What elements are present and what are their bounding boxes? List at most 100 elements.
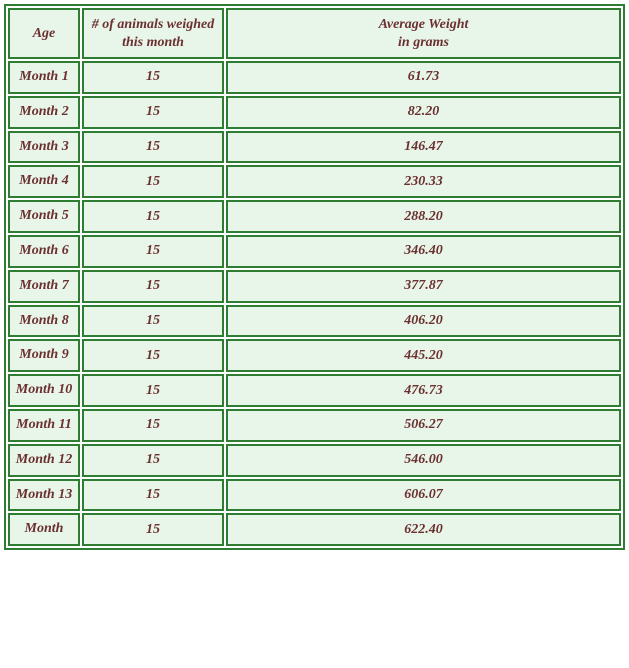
table-row: Month 3 15 146.47 [8, 131, 621, 164]
cell-weight: 606.07 [226, 479, 621, 512]
cell-weight: 61.73 [226, 61, 621, 94]
cell-weight: 476.73 [226, 374, 621, 407]
cell-weight: 377.87 [226, 270, 621, 303]
cell-age: Month 13 [8, 479, 80, 512]
table-row: Month 13 15 606.07 [8, 479, 621, 512]
cell-weight: 346.40 [226, 235, 621, 268]
table-row: Month 10 15 476.73 [8, 374, 621, 407]
cell-age-value: Month 1 [19, 69, 68, 84]
cell-weight: 82.20 [226, 96, 621, 129]
cell-count-value: 15 [146, 278, 160, 293]
table-row: Month 9 15 445.20 [8, 339, 621, 372]
cell-count-value: 15 [146, 383, 160, 398]
cell-weight-value: 288.20 [404, 209, 443, 224]
cell-weight-value: 346.40 [404, 243, 443, 258]
cell-age: Month 3 [8, 131, 80, 164]
cell-weight: 546.00 [226, 444, 621, 477]
table-row: Month 12 15 546.00 [8, 444, 621, 477]
cell-count-value: 15 [146, 417, 160, 432]
cell-count: 15 [82, 165, 224, 198]
cell-weight-value: 476.73 [404, 383, 443, 398]
cell-count-value: 15 [146, 452, 160, 467]
table-body: Month 1 15 61.73 Month 2 15 82.20 Month 3 15 146… [8, 61, 621, 546]
cell-weight: 406.20 [226, 305, 621, 338]
cell-weight-value: 230.33 [404, 174, 443, 189]
cell-weight-value: 82.20 [408, 104, 440, 119]
cell-age-value: Month 9 [19, 347, 68, 362]
cell-count: 15 [82, 270, 224, 303]
cell-age-value: Month [25, 521, 64, 536]
cell-count-value: 15 [146, 104, 160, 119]
cell-age-value: Month 10 [16, 382, 72, 397]
cell-age-value: Month 4 [19, 173, 68, 188]
cell-count: 15 [82, 513, 224, 546]
cell-count: 15 [82, 444, 224, 477]
cell-count-value: 15 [146, 69, 160, 84]
cell-age: Month 2 [8, 96, 80, 129]
cell-weight: 622.40 [226, 513, 621, 546]
table-row: Month 6 15 346.40 [8, 235, 621, 268]
cell-age-value: Month 8 [19, 313, 68, 328]
cell-age-value: Month 12 [16, 452, 72, 467]
header-count-label: # of animals weighed this month [92, 17, 215, 50]
cell-age-value: Month 6 [19, 243, 68, 258]
cell-age-value: Month 5 [19, 208, 68, 223]
weight-table: Age # of animals weighed this month Aver… [4, 4, 625, 550]
cell-age: Month [8, 513, 80, 546]
cell-count-value: 15 [146, 487, 160, 502]
cell-age-value: Month 3 [19, 139, 68, 154]
cell-count-value: 15 [146, 209, 160, 224]
cell-weight-value: 146.47 [404, 139, 443, 154]
header-row: Age # of animals weighed this month Aver… [8, 8, 621, 59]
table-row: Month 5 15 288.20 [8, 200, 621, 233]
cell-weight: 445.20 [226, 339, 621, 372]
cell-age: Month 5 [8, 200, 80, 233]
header-age-label: Age [33, 26, 56, 41]
cell-count-value: 15 [146, 174, 160, 189]
cell-age: Month 9 [8, 339, 80, 372]
cell-count: 15 [82, 305, 224, 338]
cell-count-value: 15 [146, 522, 160, 537]
table-row: Month 15 622.40 [8, 513, 621, 546]
cell-weight: 230.33 [226, 165, 621, 198]
cell-weight: 146.47 [226, 131, 621, 164]
cell-count: 15 [82, 409, 224, 442]
cell-count-value: 15 [146, 313, 160, 328]
cell-weight-value: 506.27 [404, 417, 443, 432]
cell-weight-value: 622.40 [404, 522, 443, 537]
table-row: Month 7 15 377.87 [8, 270, 621, 303]
header-age: Age [8, 8, 80, 59]
cell-weight: 288.20 [226, 200, 621, 233]
cell-count: 15 [82, 96, 224, 129]
table-row: Month 11 15 506.27 [8, 409, 621, 442]
cell-count: 15 [82, 61, 224, 94]
cell-count: 15 [82, 339, 224, 372]
cell-weight: 506.27 [226, 409, 621, 442]
cell-age-value: Month 2 [19, 104, 68, 119]
table-row: Month 4 15 230.33 [8, 165, 621, 198]
table-row: Month 1 15 61.73 [8, 61, 621, 94]
cell-weight-value: 406.20 [404, 313, 443, 328]
cell-count: 15 [82, 200, 224, 233]
cell-age: Month 6 [8, 235, 80, 268]
cell-age: Month 1 [8, 61, 80, 94]
cell-age: Month 12 [8, 444, 80, 477]
cell-weight-value: 445.20 [404, 348, 443, 363]
cell-count-value: 15 [146, 348, 160, 363]
cell-count: 15 [82, 131, 224, 164]
cell-age-value: Month 11 [16, 417, 72, 432]
cell-age: Month 11 [8, 409, 80, 442]
cell-weight-value: 377.87 [404, 278, 443, 293]
cell-weight-value: 61.73 [408, 69, 440, 84]
cell-weight-value: 546.00 [404, 452, 443, 467]
cell-age: Month 10 [8, 374, 80, 407]
cell-age: Month 7 [8, 270, 80, 303]
cell-count-value: 15 [146, 139, 160, 154]
table-row: Month 2 15 82.20 [8, 96, 621, 129]
cell-weight-value: 606.07 [404, 487, 443, 502]
header-weight: Average Weightin grams [226, 8, 621, 59]
table-row: Month 8 15 406.20 [8, 305, 621, 338]
cell-age-value: Month 7 [19, 278, 68, 293]
cell-count-value: 15 [146, 243, 160, 258]
cell-count: 15 [82, 235, 224, 268]
